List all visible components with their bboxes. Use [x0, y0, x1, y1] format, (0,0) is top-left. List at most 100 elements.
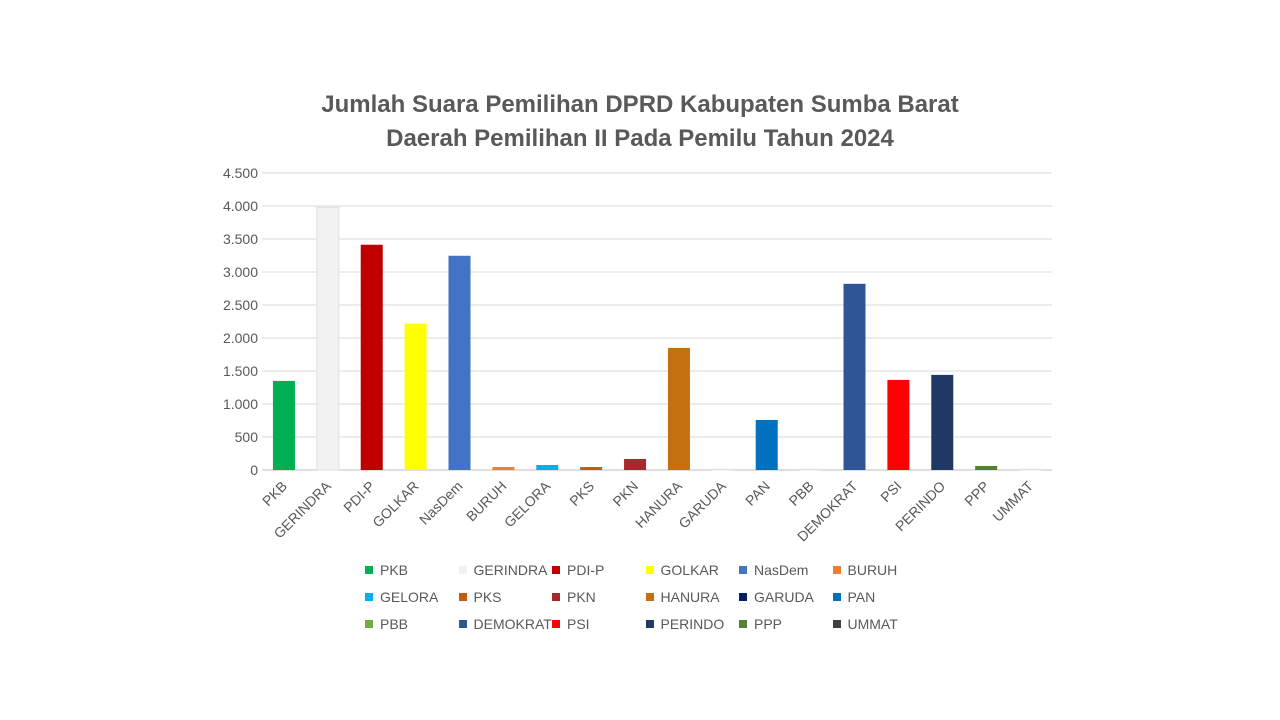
legend-swatch: [832, 566, 841, 574]
x-tick-label: PSI: [877, 478, 904, 505]
legend-label: GERINDRA: [473, 562, 548, 578]
legend-item-buruh: BURUH: [832, 561, 927, 579]
legend-label: GARUDA: [754, 589, 814, 605]
legend-swatch: [365, 620, 373, 628]
bar-ppp: [975, 465, 998, 470]
x-tick-label: PKB: [259, 478, 290, 509]
y-tick-label: 2.500: [223, 297, 258, 313]
legend-swatch: [458, 620, 467, 628]
bar-demokrat: [843, 283, 866, 470]
y-tick-label: 3.500: [223, 231, 258, 247]
legend-label: PKB: [380, 562, 409, 578]
legend-item-ummat: UMMAT: [832, 615, 927, 633]
legend-label: DEMOKRAT: [473, 616, 552, 632]
bar-psi: [887, 379, 910, 470]
legend-swatch: [552, 566, 560, 574]
y-tick-label: 2.000: [223, 330, 258, 346]
x-tick-label: NasDem: [416, 478, 466, 528]
legend-item-nasdem: NasDem: [739, 561, 833, 579]
y-tick-label: 0: [250, 462, 258, 478]
y-tick-label: 4.000: [223, 198, 258, 214]
bar-ummat: [1018, 468, 1042, 471]
legend-label: PBB: [380, 616, 409, 632]
bar-chart: 0 500 1.000 1.500 2.000 2.500 3.000 3.500 4.000 4…: [223, 165, 1052, 544]
x-tick-label: PKS: [566, 478, 597, 509]
chart-title: Jumlah Suara Pemilihan DPRD Kabupaten Su…: [0, 88, 1280, 156]
legend-swatch: [458, 593, 467, 601]
legend-item-perindo: PERINDO: [645, 615, 740, 633]
bar-gerindra: [316, 206, 340, 471]
legend-swatch: [832, 593, 841, 601]
bar-buruh: [492, 467, 515, 470]
legend-label: GELORA: [380, 589, 439, 605]
bar-golkar: [404, 323, 427, 470]
legend-swatch: [365, 593, 373, 601]
legend-swatch: [552, 620, 560, 628]
legend-label: UMMAT: [847, 616, 898, 632]
legend-swatch: [552, 593, 560, 601]
legend-label: PDI-P: [567, 562, 605, 578]
x-tick-label: PBB: [786, 478, 817, 509]
legend: PKB GERINDRA PDI-P GOLKAR NasDem BURUH GELORA P…: [365, 561, 925, 633]
bar-pdi-p: [360, 244, 383, 470]
legend-swatch: [645, 566, 654, 574]
legend-item-gerindra: GERINDRA: [458, 561, 553, 579]
legend-item-pan: PAN: [832, 588, 927, 606]
title-line-2: Daerah Pemilihan II Pada Pemilu Tahun 20…: [386, 125, 894, 152]
legend-label: PKS: [473, 589, 502, 605]
x-tick-label: UMMAT: [989, 477, 1036, 524]
x-tick-label: PDI-P: [340, 478, 378, 516]
legend-item-garuda: GARUDA: [739, 588, 833, 606]
legend-item-pkn: PKN: [552, 588, 646, 606]
legend-swatch: [739, 620, 747, 628]
legend-label: PSI: [567, 616, 590, 632]
legend-item-demokrat: DEMOKRAT: [458, 615, 553, 633]
legend-swatch: [365, 566, 373, 574]
legend-label: PAN: [847, 589, 876, 605]
y-tick-label: 1.000: [223, 396, 258, 412]
legend-label: HANURA: [660, 589, 720, 605]
x-tick-label: GOLKAR: [369, 478, 422, 531]
legend-label: PPP: [754, 616, 783, 632]
bar-hanura: [667, 347, 690, 470]
y-tick-label: 500: [235, 429, 259, 445]
legend-swatch: [832, 620, 841, 628]
legend-item-gelora: GELORA: [365, 588, 459, 606]
legend-label: BURUH: [847, 562, 898, 578]
legend-item-ppp: PPP: [739, 615, 833, 633]
legend-label: PERINDO: [660, 616, 725, 632]
legend-label: PKN: [567, 589, 596, 605]
bar-pks: [580, 467, 603, 470]
legend-item-golkar: GOLKAR: [645, 561, 740, 579]
legend-item-psi: PSI: [552, 615, 646, 633]
x-tick-label: PPP: [961, 478, 992, 509]
legend-item-hanura: HANURA: [645, 588, 740, 606]
legend-label: NasDem: [754, 562, 809, 578]
x-tick-label: PAN: [742, 478, 773, 509]
legend-item-pkb: PKB: [365, 561, 459, 579]
legend-swatch: [645, 593, 654, 601]
legend-swatch: [645, 620, 654, 628]
legend-item-pks: PKS: [458, 588, 553, 606]
legend-swatch: [739, 566, 747, 574]
x-tick-label: PKN: [610, 478, 642, 510]
legend-item-pdi-p: PDI-P: [552, 561, 646, 579]
legend-swatch: [739, 593, 747, 601]
bar-nasdem: [448, 255, 471, 470]
bar-pkb: [272, 380, 295, 470]
bar-pkn: [624, 458, 647, 470]
title-line-1: Jumlah Suara Pemilihan DPRD Kabupaten Su…: [321, 91, 959, 118]
bar-pbb: [799, 468, 823, 471]
bar-pan: [755, 419, 778, 470]
y-tick-label: 1.500: [223, 363, 258, 379]
y-tick-label: 4.500: [223, 165, 258, 181]
y-tick-label: 3.000: [223, 264, 258, 280]
x-tick-label: GARUDA: [675, 477, 729, 531]
legend-label: GOLKAR: [660, 562, 719, 578]
bar-gelora: [536, 464, 559, 470]
legend-item-pbb: PBB: [365, 615, 459, 633]
legend-swatch: [458, 566, 467, 574]
bar-garuda: [711, 468, 735, 471]
x-tick-label: GELORA: [501, 477, 554, 530]
bar-perindo: [931, 374, 954, 470]
